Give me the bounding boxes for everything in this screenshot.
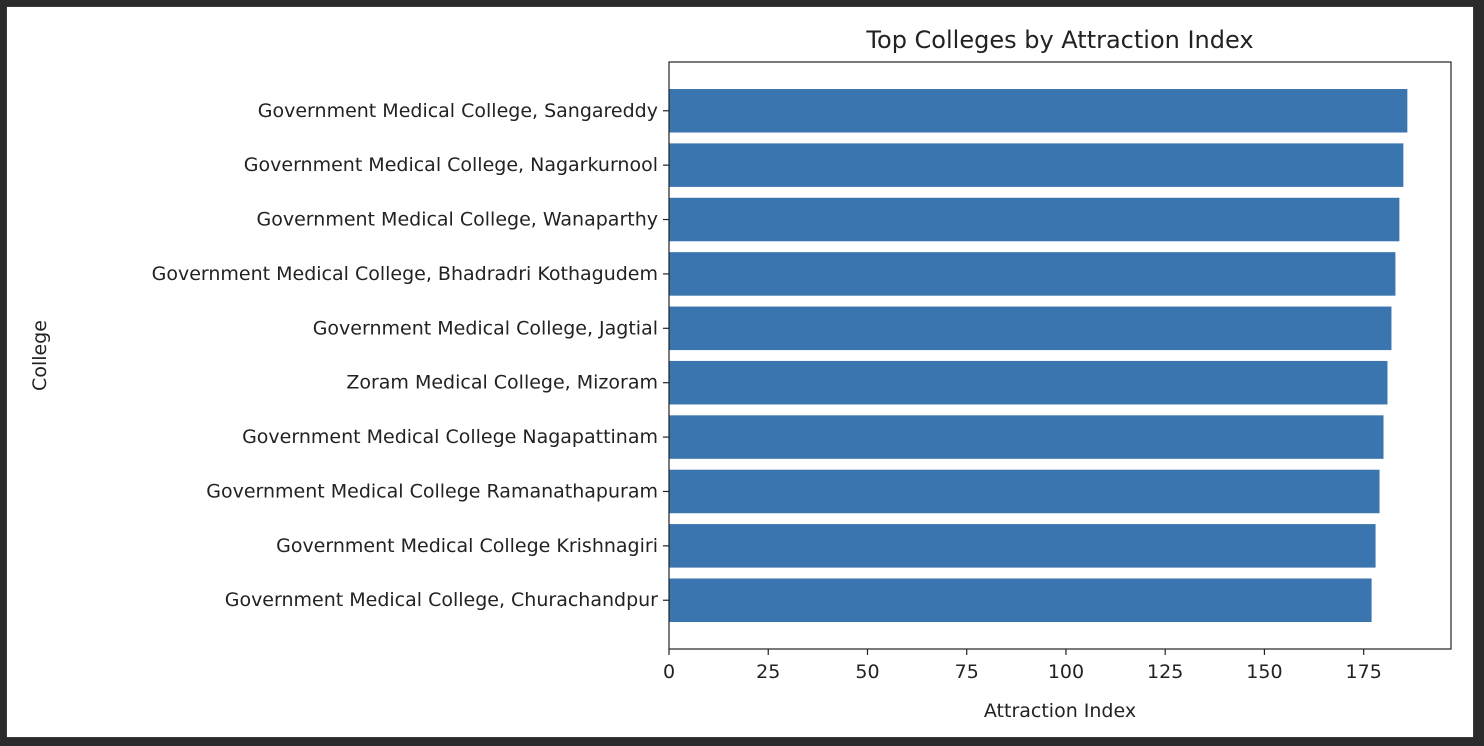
bar-chart: Top Colleges by Attraction Index Governm… (29, 26, 1452, 722)
bars (669, 89, 1408, 622)
chart-frame: Top Colleges by Attraction Index Governm… (6, 6, 1474, 738)
y-tick-label: Government Medical College, Nagarkurnool (244, 154, 658, 176)
x-tick-label: 75 (955, 661, 979, 683)
bar (669, 197, 1400, 242)
y-tick-label: Government Medical College Krishnagiri (276, 535, 658, 557)
bar (669, 415, 1384, 459)
y-tick-label: Government Medical College, Jagtial (313, 317, 658, 339)
y-tick-label: Government Medical College, Wanaparthy (257, 209, 658, 231)
y-tick-label: Zoram Medical College, Mizoram (346, 372, 658, 394)
x-tick-label: 150 (1246, 661, 1282, 683)
x-tick-label: 0 (663, 661, 675, 683)
x-tick-label: 175 (1346, 661, 1382, 683)
bar (669, 252, 1396, 296)
y-tick-label: Government Medical College Nagapattinam (242, 426, 658, 448)
bar (669, 360, 1388, 405)
bar (669, 306, 1392, 351)
bar (669, 89, 1408, 133)
y-axis-label: College (29, 320, 51, 391)
y-tick-label: Government Medical College, Bhadradri Ko… (152, 263, 658, 285)
x-axis-ticks: 0 25 50 75 100 125 150 175 (663, 649, 1382, 683)
bar (669, 524, 1376, 568)
bar (669, 578, 1372, 622)
x-tick-label: 50 (855, 661, 879, 683)
bar (669, 143, 1404, 187)
y-tick-label: Government Medical College, Sangareddy (258, 100, 658, 122)
x-tick-label: 125 (1147, 661, 1183, 683)
plot-area (668, 61, 1452, 650)
y-tick-label: Government Medical College Ramanathapura… (206, 480, 658, 502)
y-tick-label: Government Medical College, Churachandpu… (225, 589, 658, 611)
x-tick-label: 100 (1048, 661, 1084, 683)
chart-title: Top Colleges by Attraction Index (865, 26, 1253, 54)
x-tick-label: 25 (756, 661, 780, 683)
y-axis-ticks: Government Medical College, Sangareddy Go… (152, 100, 669, 611)
x-axis-label: Attraction Index (984, 700, 1136, 722)
bar (669, 469, 1380, 514)
